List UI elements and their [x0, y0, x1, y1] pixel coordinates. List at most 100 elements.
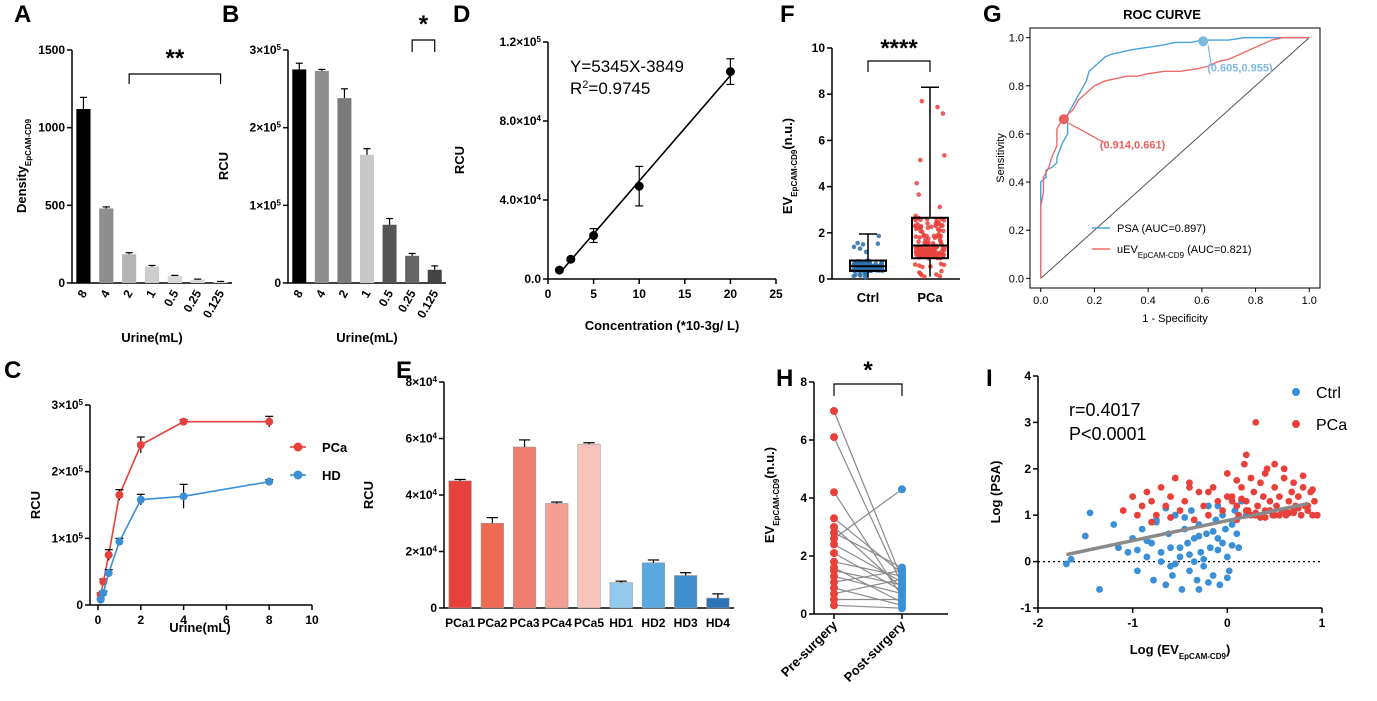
- y-tick-label: 0: [58, 276, 65, 290]
- bar: [360, 154, 374, 283]
- x-tick-label: 4: [180, 613, 187, 627]
- data-point: [940, 111, 946, 116]
- data-point: [830, 557, 838, 566]
- data-point: [1205, 488, 1212, 496]
- data-point: [554, 265, 564, 275]
- y-axis-title: RCU: [452, 146, 467, 174]
- bar: [545, 503, 569, 609]
- x-tick-label: 2: [137, 613, 144, 627]
- pair-line: [833, 552, 903, 592]
- data-point: [1222, 525, 1229, 533]
- y-tick-label: 4.0×104: [500, 193, 542, 208]
- y-tick-label: 6: [818, 133, 825, 147]
- y-tick-label: 0.4: [1009, 177, 1024, 189]
- data-point: [1195, 532, 1203, 540]
- pair-line: [833, 561, 903, 577]
- roc-marker: [1198, 36, 1209, 47]
- data-point: [932, 235, 938, 241]
- data-point: [1138, 502, 1146, 510]
- y-tick-label: 1: [1024, 508, 1031, 522]
- x-tick-label: 5: [590, 287, 597, 301]
- x-tick-label: 0.5: [376, 287, 397, 309]
- data-point: [1242, 451, 1250, 459]
- pair-line: [833, 569, 903, 586]
- data-point: [1299, 483, 1307, 491]
- legend-marker: [1292, 388, 1300, 396]
- y-axis-title: RCU: [216, 152, 231, 180]
- y-tick-label-part: 4: [433, 544, 438, 553]
- data-point: [898, 581, 906, 589]
- x-tick-label: -1: [1127, 616, 1138, 630]
- y-tick-label: 3: [1024, 415, 1031, 429]
- x-tick-label: 6: [223, 613, 230, 627]
- data-point: [1271, 511, 1279, 519]
- data-point: [1276, 493, 1283, 501]
- data-point: [925, 221, 930, 226]
- data-point: [921, 233, 927, 239]
- y-tick-label: 10: [812, 41, 826, 55]
- data-point: [1193, 576, 1201, 584]
- data-point: [913, 245, 919, 251]
- y-tick-label: 2×104: [406, 544, 438, 559]
- data-point: [1238, 495, 1245, 503]
- x-tick-label: Ctrl: [857, 290, 879, 305]
- data-point: [1124, 548, 1132, 556]
- data-point: [1186, 483, 1193, 491]
- y-tick-label: 4×104: [406, 488, 438, 503]
- x-tick-label: PCa3: [510, 616, 540, 630]
- x-tick-label: 0.4: [1140, 295, 1155, 307]
- y-tick-label: 0: [76, 598, 83, 612]
- panel-label-b: B: [222, 1, 239, 28]
- data-point: [1271, 483, 1279, 491]
- y-tick-label: 0: [1024, 555, 1031, 569]
- y-axis-title: DensityEpCAM-CD9: [14, 118, 33, 213]
- data-point: [1115, 544, 1122, 552]
- data-point: [1181, 497, 1189, 505]
- data-point: [1195, 488, 1203, 496]
- data-point: [938, 233, 944, 239]
- x-tick-label: PCa1: [445, 616, 475, 630]
- x-tick-label: 2: [120, 287, 136, 300]
- data-point: [589, 231, 599, 241]
- r-squared-part: 2: [582, 79, 588, 91]
- data-point: [1290, 509, 1297, 517]
- data-point: [1285, 509, 1293, 517]
- data-point: [919, 98, 925, 104]
- box: [911, 216, 949, 260]
- data-point: [926, 236, 931, 241]
- y-tick-label: 2: [1024, 462, 1031, 476]
- data-point: [1203, 530, 1210, 538]
- x-tick-label: 4: [313, 287, 329, 300]
- x-tick-label: 0.8: [1248, 295, 1263, 307]
- bar: [577, 443, 601, 609]
- data-point: [922, 253, 928, 259]
- data-point: [566, 254, 576, 264]
- y-axis-title-part: EV: [780, 196, 795, 214]
- x-tick-label: 0.6: [1194, 295, 1209, 307]
- panel-label-e: E: [396, 357, 412, 384]
- x-axis-title: Urine(mL): [169, 620, 230, 635]
- data-point: [1209, 483, 1217, 491]
- y-tick-label-part: 8×10: [406, 375, 433, 389]
- bar: [122, 254, 137, 283]
- data-point: [853, 272, 858, 278]
- y-axis-title-part: EpCAM-CD9: [790, 149, 799, 197]
- data-point: [1214, 535, 1222, 542]
- y-axis-title-part: Sensitivity: [995, 133, 1007, 183]
- y-axis-title-part: (n.u.): [762, 447, 777, 479]
- y-tick-label: 2: [800, 549, 807, 563]
- data-point: [1176, 544, 1184, 552]
- data-point: [104, 551, 113, 559]
- y-tick-label: 500: [45, 198, 65, 212]
- x-tick-label: 10: [305, 613, 319, 627]
- x-tick-label: 0.0: [1033, 295, 1048, 307]
- data-point: [1209, 528, 1217, 535]
- data-point: [1223, 553, 1231, 561]
- y-tick-label: 0: [430, 601, 437, 615]
- bar: [190, 279, 205, 283]
- y-tick-label: 1500: [38, 43, 65, 57]
- data-point: [942, 153, 947, 158]
- roc-curve: [1040, 36, 1310, 279]
- data-point: [1134, 567, 1141, 575]
